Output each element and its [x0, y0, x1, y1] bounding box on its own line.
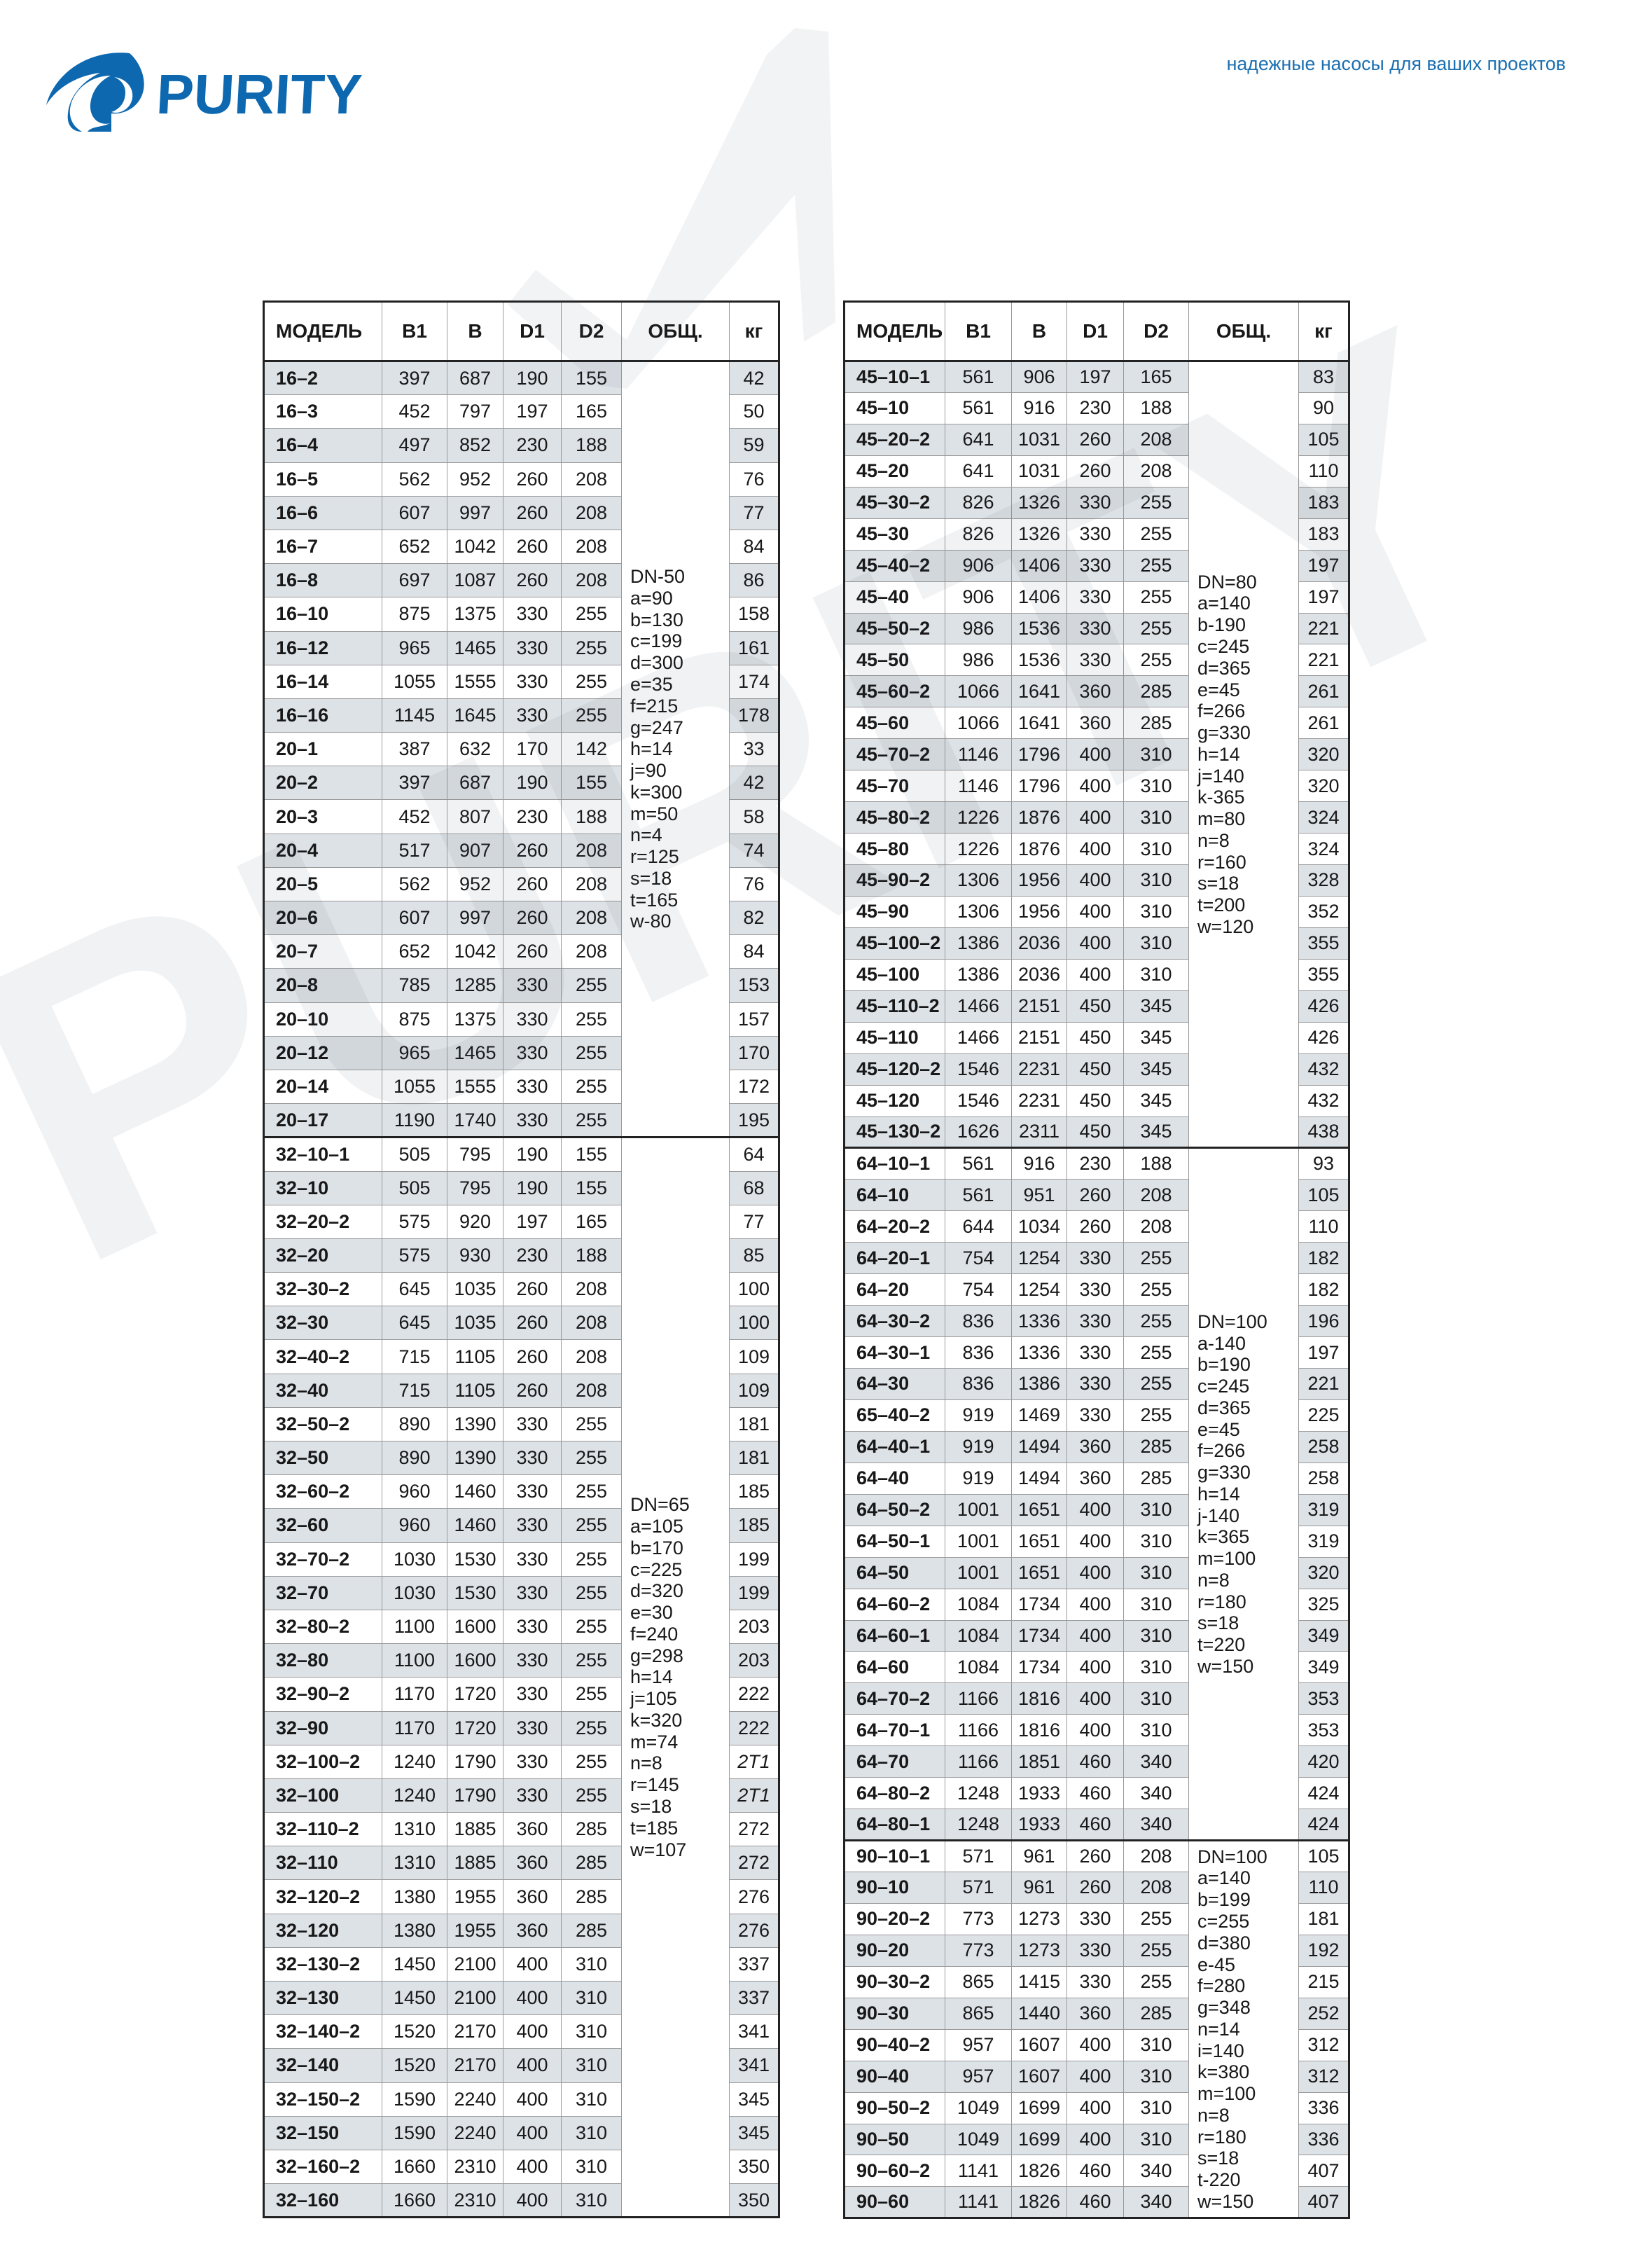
svg-text:PURITY: PURITY	[155, 63, 363, 125]
